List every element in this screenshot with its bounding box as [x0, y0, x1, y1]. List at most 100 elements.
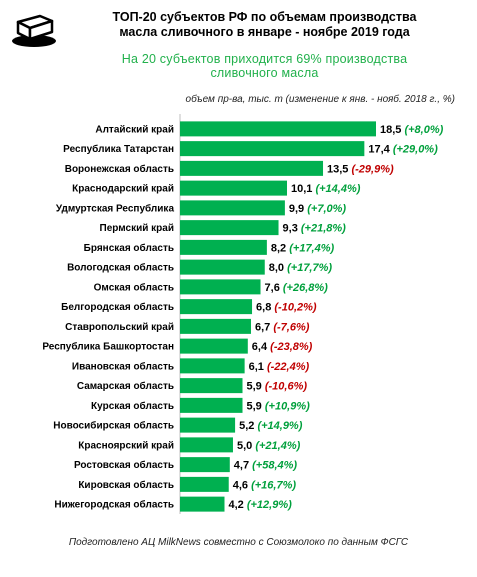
bar-chart: Алтайский край 18,5 (+8,0%) Республика Тат… — [42, 114, 444, 514]
bar — [180, 437, 233, 453]
change-label: (-7,6%) — [273, 321, 309, 333]
change-label: (+8,0%) — [404, 124, 443, 136]
value-label: 8,0 — [269, 262, 287, 274]
value-label: 13,5 — [327, 163, 351, 175]
change-label: (+12,9%) — [247, 499, 292, 511]
bar — [180, 279, 261, 295]
change-label: (-29,9%) — [351, 163, 394, 175]
value-label: 18,5 — [380, 124, 404, 136]
data-label: 8,2 (+17,4%) — [271, 242, 335, 254]
data-label: 6,7 (-7,6%) — [255, 321, 310, 333]
data-label: 5,9 (+10,9%) — [247, 400, 311, 412]
units-note: объем пр-ва, тыс. т (изменение к янв. - … — [185, 94, 455, 105]
change-label: (+26,8%) — [283, 282, 328, 294]
category-label: Белгородская область — [61, 301, 174, 313]
data-label: 4,2 (+12,9%) — [228, 499, 292, 511]
category-label: Ростовская область — [74, 459, 174, 471]
change-label: (+58,4%) — [252, 460, 297, 472]
value-label: 4,6 — [233, 479, 251, 491]
change-label: (-23,8%) — [270, 341, 313, 353]
category-label: Пермский край — [100, 223, 174, 234]
change-label: (+17,7%) — [287, 262, 332, 274]
category-label: Алтайский край — [95, 124, 174, 135]
bar — [180, 496, 225, 512]
category-label: Красноярский край — [78, 440, 174, 451]
data-label: 4,7 (+58,4%) — [234, 460, 298, 472]
change-label: (-10,2%) — [274, 302, 317, 314]
bar — [180, 457, 230, 473]
category-label: Краснодарский край — [72, 184, 174, 195]
value-label: 17,4 — [368, 144, 392, 156]
category-label: Республика Башкортостан — [42, 341, 174, 353]
category-label: Удмуртская Республика — [56, 202, 175, 214]
category-label: Кировская область — [78, 479, 174, 491]
category-label: Вологодская область — [67, 262, 174, 274]
change-label: (+7,0%) — [307, 203, 346, 215]
data-label: 5,9 (-10,6%) — [247, 381, 308, 393]
data-label: 4,6 (+16,7%) — [233, 479, 297, 491]
category-label: Омская область — [94, 281, 174, 293]
data-label: 5,2 (+14,9%) — [239, 420, 303, 432]
chart-title: ТОП-20 субъектов РФ по объемам производс… — [62, 10, 467, 40]
data-label: 5,0 (+21,4%) — [237, 440, 301, 452]
category-label: Курская область — [91, 400, 174, 412]
change-label: (+29,0%) — [393, 144, 438, 156]
data-label: 10,1 (+14,4%) — [291, 183, 361, 195]
title-line-2: масла сливочного в январе - ноябре 2019 … — [119, 25, 410, 39]
bar — [180, 239, 267, 255]
bar — [180, 141, 365, 157]
category-label: Ивановская область — [72, 360, 174, 372]
value-label: 9,9 — [289, 203, 307, 215]
value-label: 4,7 — [234, 460, 252, 472]
bar — [180, 318, 251, 334]
value-label: 6,1 — [249, 361, 267, 373]
bar — [180, 121, 376, 137]
category-label: Брянская область — [84, 242, 174, 254]
bar — [180, 180, 288, 196]
data-label: 6,1 (-22,4%) — [249, 361, 310, 373]
data-label: 13,5 (-29,9%) — [327, 163, 394, 175]
bar — [180, 220, 279, 236]
change-label: (+21,4%) — [255, 440, 300, 452]
change-label: (-22,4%) — [267, 361, 310, 373]
category-label: Самарская область — [77, 380, 174, 392]
bar — [180, 397, 243, 413]
data-label: 18,5 (+8,0%) — [380, 124, 444, 136]
bar — [180, 378, 243, 394]
change-label: (+10,9%) — [265, 400, 310, 412]
category-label: Нижегородская область — [54, 499, 174, 511]
bar — [180, 417, 236, 433]
data-label: 6,4 (-23,8%) — [252, 341, 313, 353]
change-label: (-10,6%) — [265, 381, 308, 393]
bar — [180, 200, 285, 216]
change-label: (+17,4%) — [289, 242, 334, 254]
bar — [180, 299, 253, 315]
bar — [180, 476, 229, 492]
value-label: 8,2 — [271, 242, 289, 254]
change-label: (+16,7%) — [251, 479, 296, 491]
subtitle-line-1: На 20 субъектов приходится 69% производс… — [121, 52, 408, 66]
change-label: (+21,8%) — [301, 223, 346, 235]
bar — [180, 160, 324, 176]
value-label: 6,4 — [252, 341, 270, 353]
category-label: Ставропольский край — [65, 322, 174, 333]
value-label: 5,9 — [247, 381, 265, 393]
butter-block-icon — [12, 14, 56, 47]
value-label: 5,9 — [247, 400, 265, 412]
change-label: (+14,4%) — [315, 183, 360, 195]
bar — [180, 259, 265, 275]
data-label: 9,9 (+7,0%) — [289, 203, 347, 215]
value-label: 6,7 — [255, 321, 273, 333]
bar — [180, 338, 248, 354]
value-label: 5,0 — [237, 440, 255, 452]
category-label: Республика Татарстан — [63, 143, 174, 155]
change-label: (+14,9%) — [257, 420, 302, 432]
subtitle-line-2: сливочного масла — [210, 66, 319, 80]
data-label: 7,6 (+26,8%) — [265, 282, 329, 294]
chart-subtitle: На 20 субъектов приходится 69% производс… — [62, 52, 467, 80]
bar — [180, 358, 245, 374]
value-label: 4,2 — [228, 499, 246, 511]
data-label: 8,0 (+17,7%) — [269, 262, 333, 274]
data-label: 6,8 (-10,2%) — [256, 302, 317, 314]
value-label: 7,6 — [265, 282, 283, 294]
